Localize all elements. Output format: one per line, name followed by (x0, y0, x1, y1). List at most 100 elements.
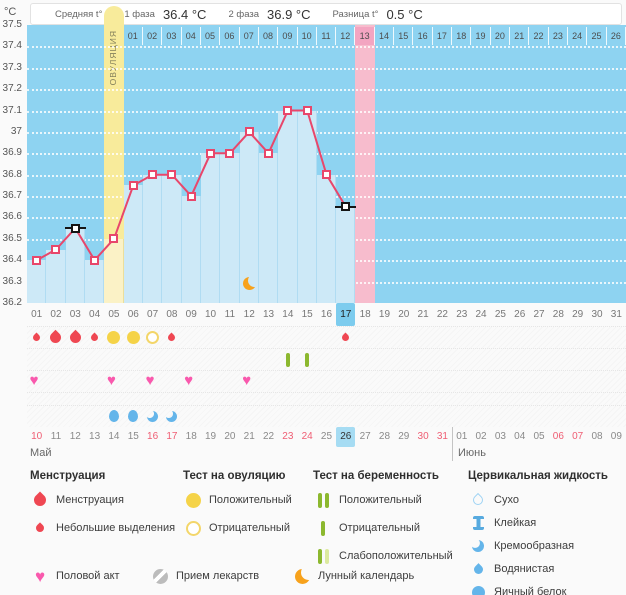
dpo-cell[interactable]: 17 (433, 27, 453, 45)
dpo-cell[interactable]: 23 (549, 27, 569, 45)
dpo-cell[interactable]: 15 (394, 27, 414, 45)
cycle-day-cell[interactable]: 31 (610, 309, 622, 320)
dpo-cell[interactable]: 05 (201, 27, 221, 45)
cycle-day-cell[interactable]: 01 (31, 309, 43, 320)
dpo-cell[interactable]: 14 (375, 27, 395, 45)
cycle-day-cell[interactable]: 27 (533, 309, 545, 320)
cycle-day-cell[interactable]: 14 (282, 309, 294, 320)
cervical-fluid-icon[interactable] (166, 411, 178, 422)
dpo-cell[interactable]: 11 (317, 27, 337, 45)
cycle-day-cell[interactable]: 16 (320, 309, 333, 320)
temp-marker[interactable] (148, 170, 158, 180)
cycle-day-cell[interactable]: 02 (50, 309, 62, 320)
menstruation-icon[interactable] (67, 329, 84, 346)
cycle-day-cell[interactable]: 28 (552, 309, 564, 320)
temp-marker[interactable] (283, 106, 293, 116)
date-cell[interactable]: 01 (456, 431, 468, 442)
temp-marker[interactable] (32, 255, 42, 265)
cycle-day-cell[interactable]: 03 (69, 309, 81, 320)
dpo-cell[interactable]: 07 (240, 27, 259, 45)
date-cell[interactable]: 29 (398, 431, 410, 442)
date-cell[interactable]: 12 (69, 431, 81, 442)
date-cell[interactable]: 23 (282, 431, 294, 442)
date-cell[interactable]: 07 (572, 431, 584, 442)
cycle-day-cell[interactable]: 20 (398, 309, 410, 320)
cycle-day-cell[interactable]: 24 (475, 309, 487, 320)
date-cell[interactable]: 24 (301, 431, 313, 442)
dpo-cell[interactable]: 04 (182, 27, 201, 45)
dpo-cell[interactable]: 24 (568, 27, 588, 45)
date-cell[interactable]: 26 (336, 427, 356, 447)
date-cell[interactable]: 22 (262, 431, 275, 442)
heart-icon[interactable]: ♥ (145, 372, 155, 389)
dpo-cell[interactable]: 09 (278, 27, 298, 45)
date-cell[interactable]: 16 (147, 431, 159, 442)
moon-icon[interactable] (243, 277, 256, 290)
cycle-day-cell[interactable]: 11 (224, 309, 236, 320)
date-cell[interactable]: 21 (243, 431, 255, 442)
temp-marker[interactable] (51, 245, 61, 255)
date-cell[interactable]: 14 (108, 431, 120, 442)
cycle-day-cell[interactable]: 19 (378, 309, 391, 320)
cycle-day-cell[interactable]: 22 (436, 309, 448, 320)
dpo-cell[interactable]: 26 (607, 27, 626, 45)
cervical-fluid-icon[interactable] (128, 410, 139, 422)
dpo-cell[interactable]: 03 (162, 27, 182, 45)
date-cell[interactable]: 15 (127, 431, 139, 442)
date-cell[interactable]: 08 (591, 431, 603, 442)
date-cell[interactable]: 20 (224, 431, 236, 442)
date-cell[interactable]: 19 (204, 431, 217, 442)
dpo-cell[interactable]: 10 (298, 27, 317, 45)
cycle-day-cell[interactable]: 06 (127, 309, 139, 320)
cycle-day-cell[interactable]: 17 (336, 303, 356, 326)
cycle-day-cell[interactable]: 08 (166, 309, 178, 320)
cycle-day-cell[interactable]: 29 (572, 309, 584, 320)
dpo-cell[interactable]: 18 (452, 27, 472, 45)
date-cell[interactable]: 17 (166, 431, 178, 442)
temp-marker[interactable] (322, 170, 331, 180)
cycle-day-cell[interactable]: 13 (262, 309, 275, 320)
heart-icon[interactable]: ♥ (106, 372, 116, 389)
cycle-day-cell[interactable]: 12 (243, 309, 255, 320)
temp-marker[interactable] (167, 170, 177, 180)
cervical-fluid-icon[interactable] (108, 410, 119, 422)
cycle-day-cell[interactable]: 21 (417, 309, 429, 320)
temp-marker[interactable] (109, 234, 119, 244)
cycle-day-cell[interactable]: 26 (514, 309, 526, 320)
date-cell[interactable]: 18 (185, 431, 197, 442)
date-cell[interactable]: 11 (50, 431, 62, 442)
temp-marker[interactable] (186, 191, 196, 201)
ovulation-test-icon[interactable] (107, 331, 121, 344)
menstruation-icon[interactable] (48, 329, 64, 346)
dpo-cell[interactable]: 25 (587, 27, 607, 45)
cycle-day-cell[interactable]: 23 (456, 309, 468, 320)
dpo-cell[interactable]: 02 (143, 27, 163, 45)
date-cell[interactable]: 09 (610, 431, 622, 442)
dpo-cell[interactable]: 12 (336, 27, 356, 45)
date-cell[interactable]: 25 (320, 431, 333, 442)
date-cell[interactable]: 02 (475, 431, 487, 442)
menstruation-icon[interactable] (166, 332, 177, 343)
menstruation-icon[interactable] (31, 332, 42, 343)
cycle-day-cell[interactable]: 15 (301, 309, 313, 320)
dpo-cell[interactable]: 22 (529, 27, 549, 45)
dpo-cell[interactable]: 13 (355, 27, 375, 45)
date-cell[interactable]: 10 (31, 431, 43, 442)
cycle-day-cell[interactable]: 05 (108, 309, 120, 320)
temp-marker[interactable] (244, 127, 254, 137)
temp-marker[interactable] (206, 148, 216, 158)
cycle-day-cell[interactable]: 04 (89, 309, 101, 320)
date-cell[interactable]: 31 (436, 431, 448, 442)
ovulation-test-icon[interactable] (146, 331, 160, 344)
date-cell[interactable]: 04 (514, 431, 526, 442)
dpo-cell[interactable]: 08 (259, 27, 279, 45)
pregnancy-test-icon[interactable] (285, 353, 290, 367)
temp-marker[interactable] (302, 106, 312, 116)
date-cell[interactable]: 06 (552, 431, 564, 442)
date-cell[interactable]: 03 (494, 431, 506, 442)
temp-marker[interactable] (341, 202, 351, 212)
date-cell[interactable]: 28 (378, 431, 391, 442)
temp-marker[interactable] (225, 148, 235, 158)
temp-marker[interactable] (128, 180, 138, 190)
heart-icon[interactable]: ♥ (29, 372, 39, 389)
